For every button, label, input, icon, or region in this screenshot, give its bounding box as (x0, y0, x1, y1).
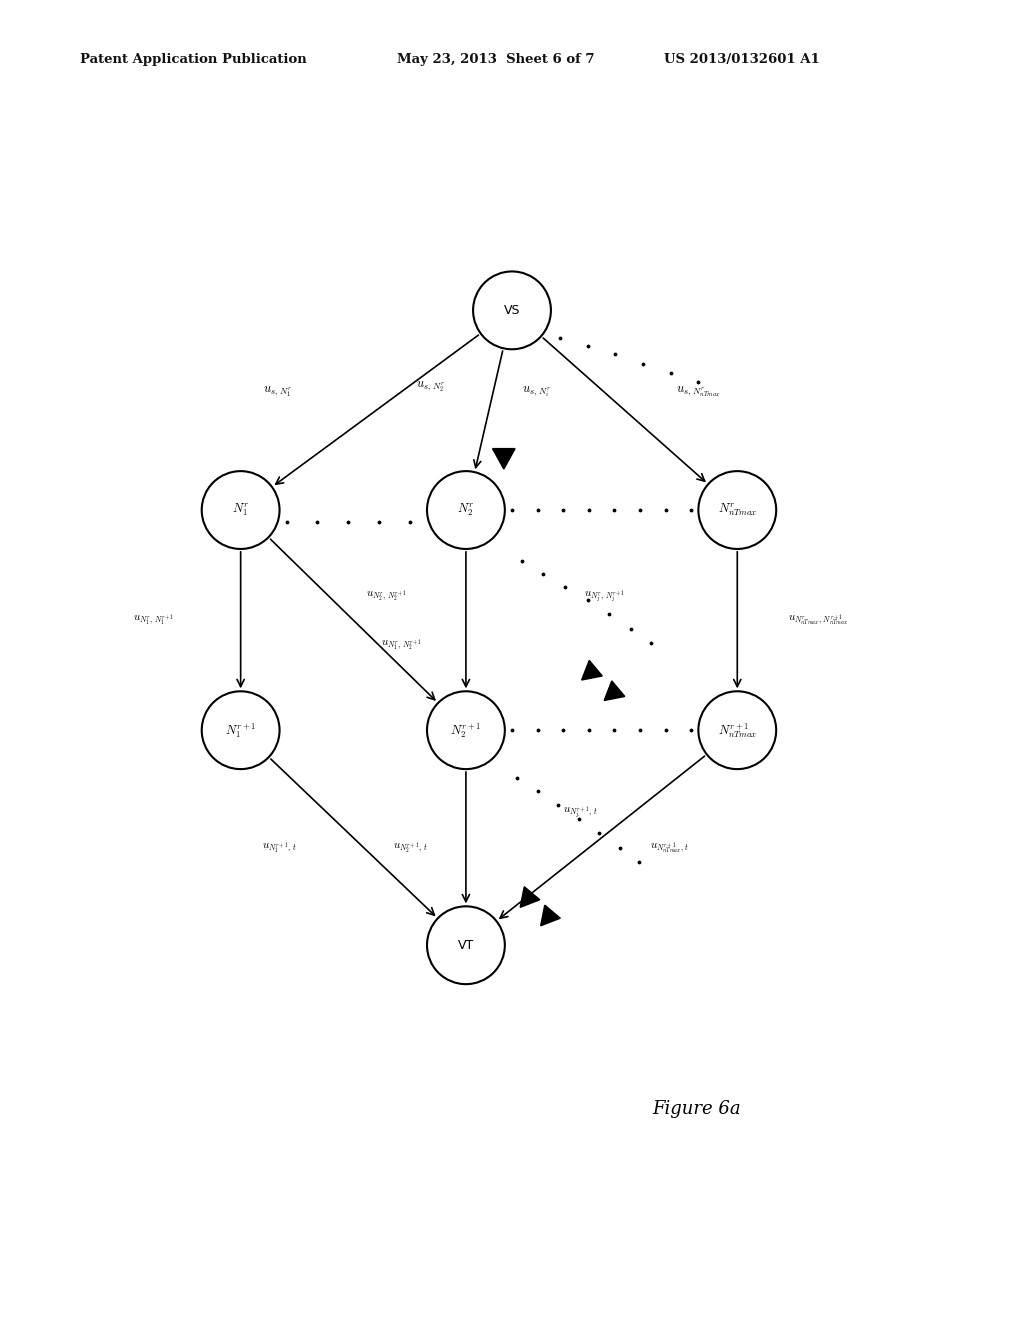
Text: $N_1^r$: $N_1^r$ (232, 502, 249, 519)
Text: $u_{N_1^r,\,N_1^{r+1}}$: $u_{N_1^r,\,N_1^{r+1}}$ (133, 611, 174, 627)
Text: Patent Application Publication: Patent Application Publication (80, 53, 306, 66)
Circle shape (202, 471, 280, 549)
Circle shape (202, 692, 280, 770)
Circle shape (698, 471, 776, 549)
Polygon shape (493, 449, 515, 469)
Text: $u_{N_1^{r+1},\,t}$: $u_{N_1^{r+1},\,t}$ (262, 840, 297, 855)
Text: May 23, 2013  Sheet 6 of 7: May 23, 2013 Sheet 6 of 7 (397, 53, 595, 66)
Text: $N_2^r$: $N_2^r$ (458, 502, 474, 519)
Polygon shape (520, 887, 540, 907)
Text: $u_{s,\,N_2^r}$: $u_{s,\,N_2^r}$ (416, 380, 445, 395)
Text: $u_{N_2^r,\,N_2^{r+1}}$: $u_{N_2^r,\,N_2^{r+1}}$ (367, 589, 408, 605)
Polygon shape (582, 660, 602, 680)
Circle shape (698, 692, 776, 770)
Text: VS: VS (504, 304, 520, 317)
Text: $u_{N_2^{r+1},\,t}$: $u_{N_2^{r+1},\,t}$ (393, 840, 428, 855)
Text: $u_{N_{nTmax}^{r+1},\,t}$: $u_{N_{nTmax}^{r+1},\,t}$ (650, 840, 690, 855)
Circle shape (427, 471, 505, 549)
Circle shape (427, 907, 505, 985)
Text: VT: VT (458, 939, 474, 952)
Text: $N_{nTmax}^{r+1}$: $N_{nTmax}^{r+1}$ (718, 721, 757, 739)
Text: $u_{N_1^r,\,N_2^{r+1}}$: $u_{N_1^r,\,N_2^{r+1}}$ (381, 638, 422, 653)
Text: $N_2^{r+1}$: $N_2^{r+1}$ (451, 721, 481, 739)
Text: $u_{s,\,N_{nTmax}^r}$: $u_{s,\,N_{nTmax}^r}$ (676, 385, 721, 400)
Polygon shape (604, 681, 625, 701)
Polygon shape (541, 906, 560, 925)
Text: US 2013/0132601 A1: US 2013/0132601 A1 (664, 53, 819, 66)
Text: $u_{N_{nTmax}^r,\,N_{nTmax}^{r+1}}$: $u_{N_{nTmax}^r,\,N_{nTmax}^{r+1}}$ (788, 611, 849, 627)
Circle shape (473, 272, 551, 350)
Text: $u_{s,\,N_i^r}$: $u_{s,\,N_i^r}$ (522, 385, 552, 400)
Text: $N_{nTmax}^r$: $N_{nTmax}^r$ (718, 502, 757, 519)
Text: $u_{N_j^r,\,N_j^{r+1}}$: $u_{N_j^r,\,N_j^{r+1}}$ (584, 587, 625, 605)
Circle shape (427, 692, 505, 770)
Text: Figure 6a: Figure 6a (652, 1100, 740, 1118)
Text: $u_{s,\,N_1^r}$: $u_{s,\,N_1^r}$ (262, 385, 292, 400)
Text: $N_1^{r+1}$: $N_1^{r+1}$ (225, 721, 256, 739)
Text: $u_{N_{j.}^{r+1},\,t}$: $u_{N_{j.}^{r+1},\,t}$ (563, 804, 598, 821)
